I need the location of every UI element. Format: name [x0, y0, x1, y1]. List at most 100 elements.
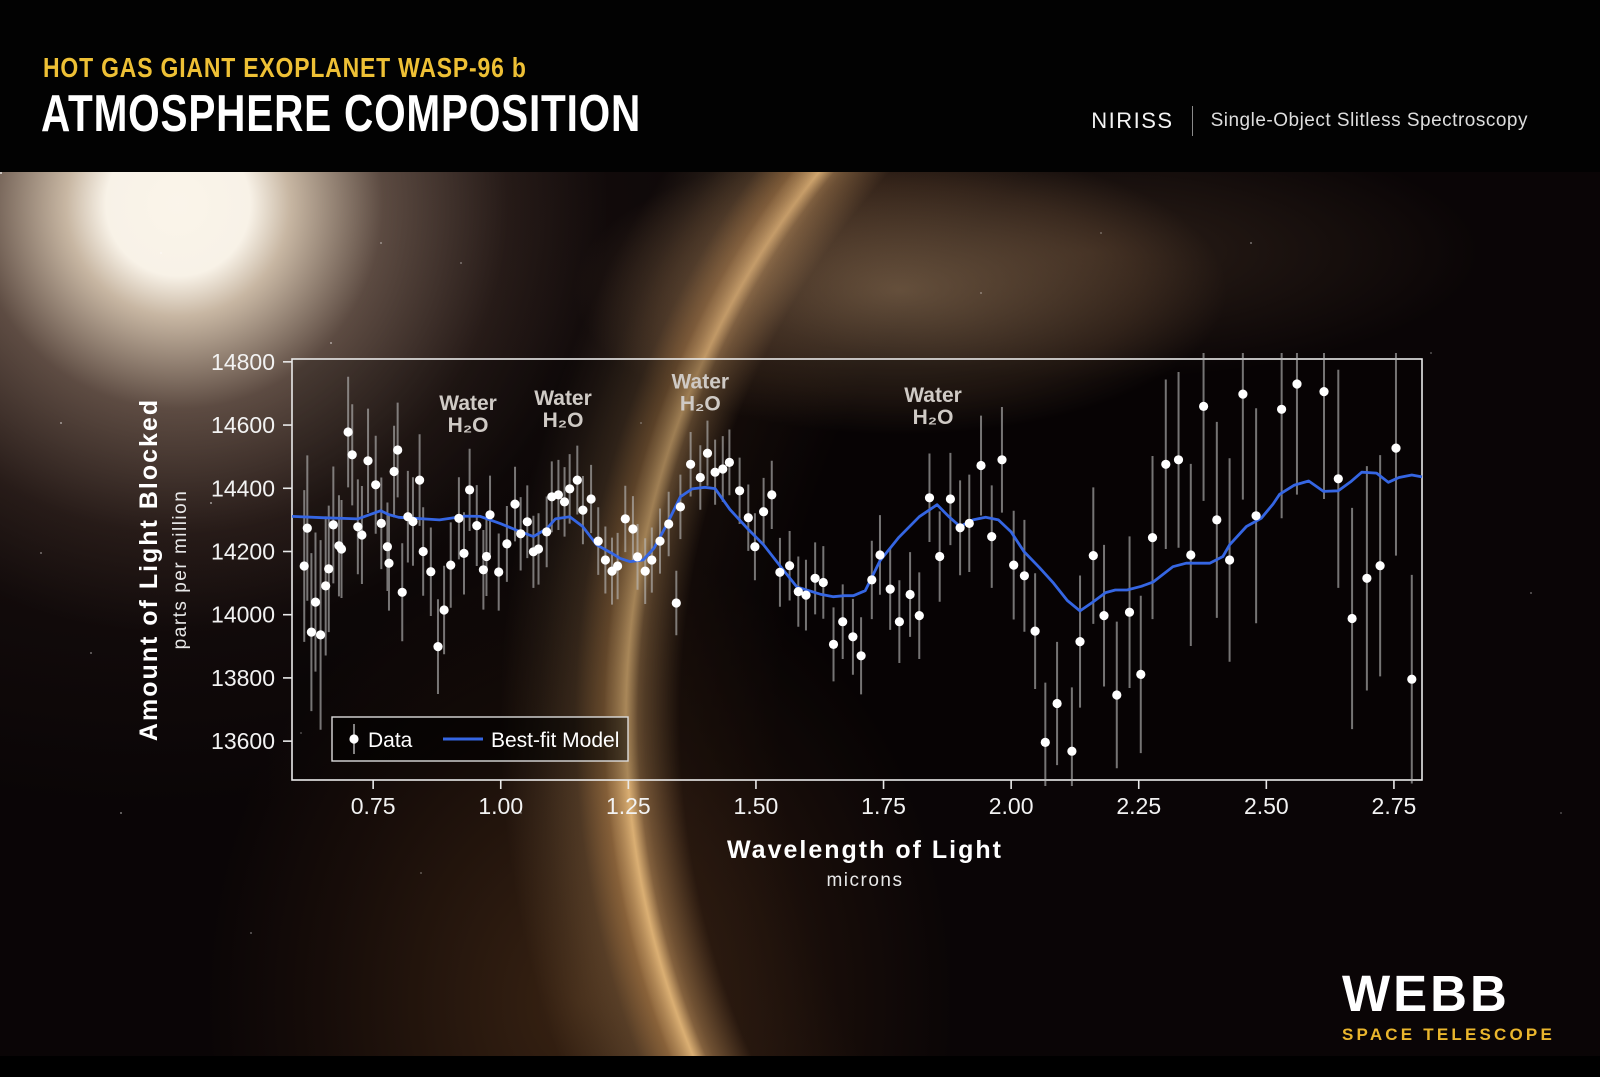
- x-tick-label: 2.50: [1244, 793, 1289, 819]
- annotation-line1: Water: [904, 384, 962, 407]
- data-point: [1161, 459, 1171, 469]
- divider: [1191, 106, 1193, 136]
- data-point: [397, 587, 407, 597]
- data-point: [1009, 560, 1019, 570]
- data-point: [810, 573, 820, 583]
- data-point: [522, 517, 532, 527]
- data-point: [439, 605, 449, 615]
- annotation-line2: H₂O: [913, 406, 954, 429]
- background-stars: [0, 172, 2, 174]
- legend-data-label: Data: [368, 729, 413, 752]
- data-point: [384, 558, 394, 568]
- x-tick-label: 2.75: [1372, 793, 1417, 819]
- data-point: [964, 518, 974, 529]
- axis-ticks-and-labels: 0.75 1.00 1.25 1.50 1.75 2.00 2.25 2.50 2.75 1480…: [211, 349, 1416, 819]
- data-point: [559, 497, 570, 507]
- data-point: [328, 520, 338, 530]
- data-point: [593, 536, 603, 546]
- data-point: [336, 544, 347, 554]
- data-point: [478, 565, 488, 575]
- data-point: [838, 617, 848, 627]
- data-point: [801, 590, 811, 600]
- data-point: [502, 539, 512, 549]
- data-point: [1088, 551, 1098, 561]
- data-point: [426, 567, 436, 577]
- y-tick-label: 14800: [211, 349, 275, 375]
- data-point: [1277, 404, 1287, 414]
- data-point: [718, 464, 728, 474]
- data-point: [306, 627, 316, 637]
- data-point: [1212, 515, 1222, 525]
- data-point: [1147, 533, 1158, 543]
- x-axis-unit: microns: [826, 870, 903, 891]
- data-point: [433, 642, 443, 652]
- y-tick-label: 13600: [211, 728, 275, 754]
- data-point: [924, 493, 935, 503]
- y-tick-label: 14200: [211, 538, 275, 564]
- legend-data-point-icon: [349, 734, 359, 744]
- data-point: [828, 639, 839, 650]
- data-point: [686, 459, 696, 469]
- data-point: [1030, 626, 1040, 636]
- eyebrow-title: HOT GAS GIANT EXOPLANET WASP-96 b: [43, 52, 527, 83]
- annotation-line1: Water: [534, 387, 592, 410]
- data-point: [363, 456, 373, 466]
- data-point: [1040, 737, 1050, 748]
- data-point: [533, 544, 544, 554]
- data-point: [459, 548, 469, 559]
- x-tick-label: 1.00: [478, 793, 523, 819]
- data-point: [628, 524, 638, 534]
- data-point: [1075, 637, 1085, 647]
- data-point: [415, 475, 425, 485]
- data-point: [347, 450, 357, 460]
- webb-logo: WEBB SPACE TELESCOPE: [1342, 968, 1555, 1045]
- data-point: [371, 480, 381, 490]
- data-point: [343, 427, 353, 437]
- data-point: [1186, 550, 1196, 560]
- data-point: [848, 632, 858, 642]
- data-point: [702, 448, 713, 458]
- x-axis-title: Wavelength of Light: [727, 836, 1003, 864]
- data-point: [485, 510, 495, 520]
- data-point: [856, 651, 866, 661]
- data-point: [376, 518, 386, 529]
- data-point: [655, 536, 665, 546]
- data-point: [945, 494, 956, 504]
- data-point: [759, 507, 769, 517]
- x-tick-label: 1.75: [861, 793, 906, 819]
- data-point: [600, 555, 611, 565]
- webb-logo-word: WEBB: [1342, 965, 1510, 1022]
- data-point: [743, 513, 753, 523]
- data-point: [472, 521, 482, 531]
- data-point: [894, 617, 905, 627]
- data-point: [299, 561, 309, 571]
- best-fit-model-line: [291, 470, 1423, 613]
- data-point: [935, 551, 945, 562]
- header-band: HOT GAS GIANT EXOPLANET WASP-96 b ATMOSP…: [0, 0, 1600, 172]
- data-point: [1199, 401, 1209, 411]
- data-point: [542, 527, 552, 537]
- data-point: [1173, 455, 1184, 465]
- data-point: [997, 455, 1007, 465]
- y-tick-label: 13800: [211, 665, 275, 691]
- data-point: [357, 530, 367, 540]
- data-point: [750, 542, 760, 552]
- data-point: [793, 587, 803, 597]
- data-point: [1407, 674, 1417, 684]
- x-tick-label: 1.25: [606, 793, 651, 819]
- space-background-image: [0, 172, 1600, 1056]
- annotation-line1: Water: [672, 371, 730, 394]
- data-point: [465, 485, 475, 495]
- data-point: [1238, 389, 1248, 399]
- data-point: [1052, 698, 1062, 709]
- data-point: [1251, 511, 1261, 521]
- data-point: [353, 522, 363, 532]
- data-point: [1375, 561, 1385, 571]
- data-point: [675, 502, 686, 512]
- data-point: [767, 490, 777, 500]
- instrument-description: Single-Object Slitless Spectroscopy: [1210, 110, 1528, 131]
- data-point: [785, 561, 795, 571]
- annotation-line2: H₂O: [448, 414, 489, 437]
